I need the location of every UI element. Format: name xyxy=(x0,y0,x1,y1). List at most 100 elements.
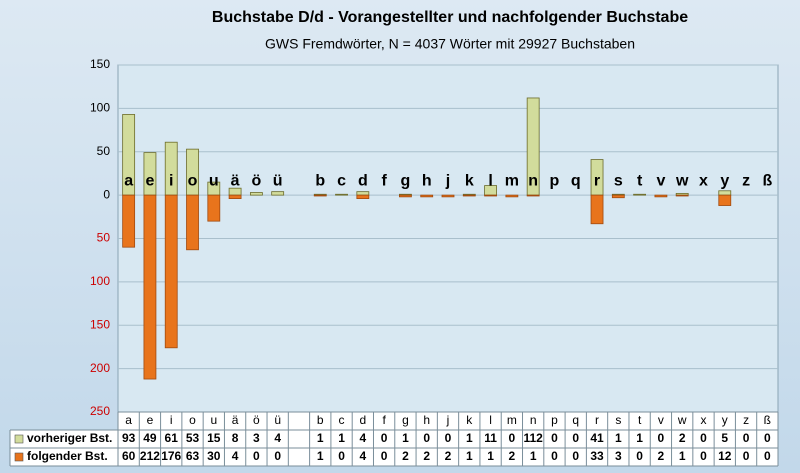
table-value: 0 xyxy=(381,449,388,463)
bar xyxy=(122,194,136,248)
table-value: 15 xyxy=(207,431,221,445)
category-letter: f xyxy=(381,172,387,189)
x-tick-label: ß xyxy=(764,413,771,427)
y-tick-label: 100 xyxy=(90,274,110,288)
bar xyxy=(675,194,689,197)
category-letter: ü xyxy=(273,172,283,189)
y-tick-label: 100 xyxy=(90,101,110,115)
category-letter: b xyxy=(315,172,325,189)
chart-subtitle: GWS Fremdwörter, N = 4037 Wörter mit 299… xyxy=(265,36,635,52)
category-letter: v xyxy=(656,172,665,189)
bar xyxy=(164,194,178,349)
category-letter: k xyxy=(465,172,474,189)
table-value: 0 xyxy=(551,449,558,463)
table-value: 1 xyxy=(530,449,537,463)
table-value: 1 xyxy=(466,431,473,445)
table-value: 11 xyxy=(484,431,497,445)
x-tick-label: q xyxy=(572,413,579,427)
table-value: 4 xyxy=(359,431,366,445)
category-letter: t xyxy=(637,172,643,189)
table-value: 63 xyxy=(186,449,200,463)
category-letter: n xyxy=(528,172,538,189)
category-letter: m xyxy=(505,172,519,189)
table-value: 176 xyxy=(161,449,181,463)
bar xyxy=(441,194,455,198)
x-tick-label: v xyxy=(658,413,664,427)
table-value: 1 xyxy=(679,449,686,463)
category-letter: g xyxy=(401,172,411,189)
category-letter: h xyxy=(422,172,432,189)
x-tick-label: p xyxy=(551,413,558,427)
x-tick-label: f xyxy=(382,413,386,427)
legend-label: folgender Bst. xyxy=(27,449,108,463)
table-value: 0 xyxy=(636,449,643,463)
category-letter: d xyxy=(358,172,368,189)
bar xyxy=(313,194,327,197)
x-tick-label: u xyxy=(210,413,217,427)
x-tick-label: h xyxy=(423,413,430,427)
x-tick-label: r xyxy=(595,413,599,427)
x-tick-label: a xyxy=(125,413,132,427)
legend-swatch xyxy=(14,434,24,444)
table-value: 49 xyxy=(143,431,157,445)
bar xyxy=(654,194,668,198)
x-tick-label: c xyxy=(339,413,345,427)
bar xyxy=(462,194,476,197)
bar xyxy=(505,194,519,198)
x-tick-label: y xyxy=(722,413,728,427)
legend-swatch xyxy=(14,452,24,462)
table-value: 1 xyxy=(615,431,622,445)
bar xyxy=(335,193,348,196)
y-tick-label: 150 xyxy=(90,57,110,71)
bar xyxy=(526,194,540,197)
table-value: 0 xyxy=(743,449,750,463)
category-letter: r xyxy=(594,172,600,189)
table-value: 4 xyxy=(274,431,281,445)
table-value: 1 xyxy=(402,431,409,445)
x-tick-label: o xyxy=(189,413,196,427)
x-tick-label: j xyxy=(446,413,450,427)
x-tick-label: t xyxy=(638,413,642,427)
table-value: 0 xyxy=(700,449,707,463)
table-value: 2 xyxy=(423,449,430,463)
y-tick-label: 150 xyxy=(90,317,110,331)
category-letter: y xyxy=(720,172,729,189)
table-value: 12 xyxy=(718,449,732,463)
table-value: 2 xyxy=(402,449,409,463)
x-tick-label: m xyxy=(507,413,517,427)
table-value: 0 xyxy=(253,449,260,463)
table-value: 1 xyxy=(317,449,324,463)
table-value: 41 xyxy=(590,431,604,445)
bar xyxy=(399,194,412,198)
legend-label: vorheriger Bst. xyxy=(27,431,112,445)
table-value: 0 xyxy=(764,431,771,445)
category-letter: ö xyxy=(251,172,261,189)
table-value: 0 xyxy=(572,431,579,445)
x-tick-label: k xyxy=(466,413,473,427)
table-value: 1 xyxy=(317,431,324,445)
y-tick-label: 50 xyxy=(97,231,111,245)
table-value: 0 xyxy=(764,449,771,463)
category-letter: j xyxy=(445,172,450,189)
table-value: 2 xyxy=(658,449,665,463)
x-tick-label: w xyxy=(677,413,687,427)
category-letter: i xyxy=(169,172,173,189)
x-tick-label: l xyxy=(489,413,492,427)
table-value: 2 xyxy=(445,449,452,463)
x-tick-label: s xyxy=(615,413,621,427)
y-tick-label: 250 xyxy=(90,404,110,418)
bar xyxy=(590,194,604,225)
x-tick-label: e xyxy=(147,413,154,427)
y-tick-label: 0 xyxy=(103,187,110,201)
table-value: 30 xyxy=(207,449,221,463)
table-value: 4 xyxy=(232,449,239,463)
bar xyxy=(718,190,732,196)
table-value: 2 xyxy=(679,431,686,445)
table-value: 1 xyxy=(466,449,473,463)
table-value: 5 xyxy=(721,431,728,445)
x-tick-label: ü xyxy=(274,413,281,427)
bar xyxy=(207,194,221,222)
table-value: 0 xyxy=(743,431,750,445)
category-letter: u xyxy=(209,172,219,189)
bar xyxy=(356,191,370,196)
